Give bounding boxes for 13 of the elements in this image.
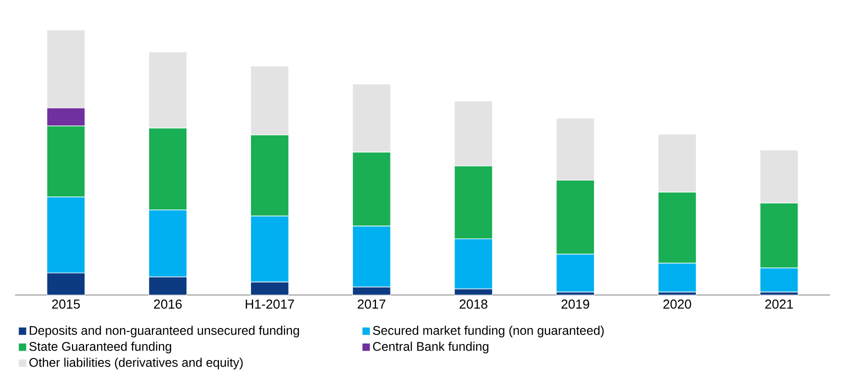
x-tick-label: 2015 xyxy=(52,300,80,309)
x-tick-label: 2020 xyxy=(663,300,692,309)
legend-label: State Guaranteed funding xyxy=(29,342,172,354)
x-tick-label: 2017 xyxy=(358,300,386,309)
x-tick-label: 2021 xyxy=(765,300,793,309)
x-tick-label: 2016 xyxy=(154,300,182,309)
legend-label: Secured market funding (non guaranteed) xyxy=(373,326,604,338)
legend-label: Other liabilities (derivatives and equity) xyxy=(29,358,243,370)
x-tick-label: H1-2017 xyxy=(246,300,294,309)
legend-label: Central Bank funding xyxy=(373,342,488,354)
x-tick-label: 2018 xyxy=(460,300,488,309)
legend-label: Deposits and non-guaranteed unsecured funding xyxy=(30,326,299,338)
x-tick-label: 2019 xyxy=(562,300,590,309)
